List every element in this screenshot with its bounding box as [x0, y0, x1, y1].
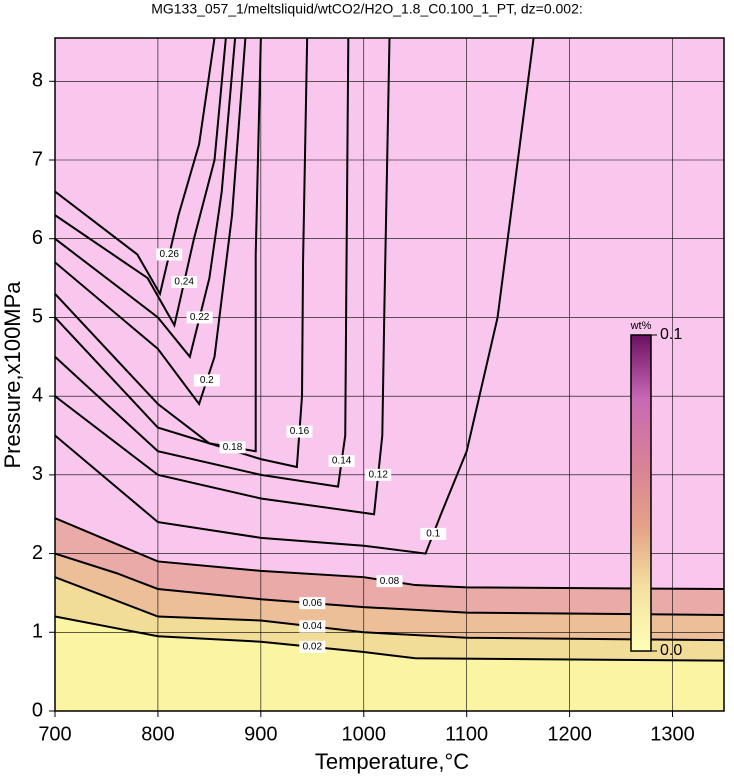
contour-label: 0.02 [303, 641, 323, 652]
x-tick-label: 800 [141, 723, 174, 745]
contour-label: 0.18 [223, 442, 243, 453]
contour-label-bg [299, 620, 326, 633]
plot-area: 0.02 0.04 0.06 0.08 0.1 0.12 0.14 0.16 0.18 0.2 0.… [55, 38, 724, 711]
y-tick-label: 0 [32, 699, 43, 721]
contour-label-bg [299, 640, 326, 653]
colorbar-tick-label: 0.1 [660, 326, 682, 343]
contour-label-bg [286, 425, 313, 438]
contour-label: 0.12 [368, 470, 388, 481]
contour-label: 0.06 [303, 598, 323, 609]
contour-line [55, 552, 724, 616]
x-axis-label: Temperature,°C [315, 749, 469, 774]
contour-label: 0.16 [290, 426, 310, 437]
contour-label: 0.04 [303, 621, 323, 632]
y-tick-label: 1 [32, 621, 43, 643]
contour-label-bg [420, 527, 447, 540]
contour-label: 0.22 [190, 312, 210, 323]
y-tick-label: 8 [32, 70, 43, 92]
y-axis-label: Pressure,x100MPa [0, 281, 25, 469]
contour-label: 0.08 [380, 576, 400, 587]
y-tick-label: 4 [32, 384, 43, 406]
chart-title: MG133_057_1/meltsliquid/wtCO2/H2O_1.8_C0… [151, 1, 583, 17]
contour-label-bg [299, 597, 326, 610]
x-tick-label: 1100 [445, 723, 488, 745]
contour-line [55, 38, 535, 555]
x-tick-label: 1000 [342, 723, 387, 745]
contour-line [55, 517, 724, 590]
y-tick-label: 6 [32, 227, 43, 249]
contour-label-bg [328, 455, 355, 468]
colorbar-label: wt% [630, 320, 652, 332]
colorbar [630, 334, 652, 652]
contour-label-bg [186, 311, 213, 324]
y-tick-label: 7 [32, 148, 43, 170]
contour-label: 0.2 [200, 375, 214, 386]
y-tick-label: 2 [32, 542, 43, 564]
x-tick-label: 900 [244, 723, 277, 745]
contour-label-bg [171, 276, 198, 289]
y-tick-label: 3 [32, 463, 43, 485]
contour-label-bg [156, 248, 183, 261]
x-tick-label: 1200 [547, 723, 592, 745]
contour-label-bg [193, 374, 220, 387]
contour-label: 0.26 [160, 249, 180, 260]
contour-label-bg [365, 468, 392, 481]
colorbar-tick-label: 0.0 [660, 642, 682, 659]
contour-label-bg [219, 441, 246, 454]
contour-line [55, 38, 350, 488]
overlay: 700 800 900 1000 1100 1200 1300 0 1 2 3 4 5 6 7 8 wt% 0.0… [32, 70, 695, 746]
contour-label: 0.14 [332, 456, 352, 467]
contour-label: 0.1 [426, 529, 440, 540]
x-tick-label: 1300 [650, 723, 695, 745]
contour-label: 0.24 [174, 277, 194, 288]
x-tick-label: 700 [38, 723, 71, 745]
contour-line [55, 38, 309, 469]
contour-line [55, 38, 391, 516]
y-tick-label: 5 [32, 306, 43, 328]
plot-frame [54, 37, 725, 712]
contour-label-bg [376, 575, 403, 588]
